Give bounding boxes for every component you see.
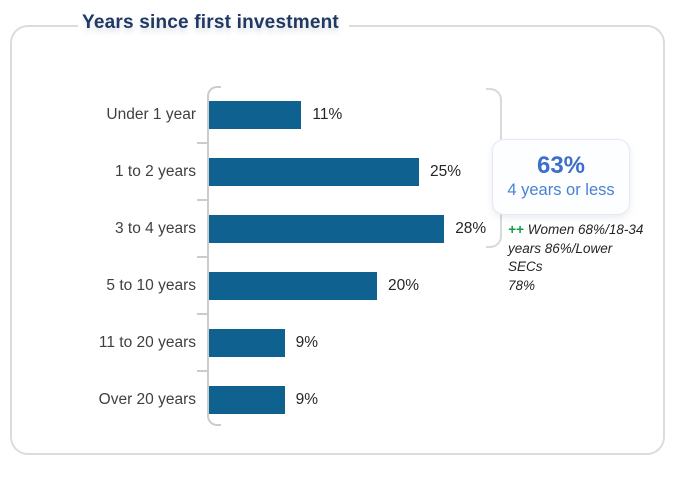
note-line: Women 68%/18-34 <box>527 222 644 237</box>
axis-tick <box>197 199 208 201</box>
bar-row: Under 1 year 11% <box>60 86 490 143</box>
bar-3-to-4-years <box>209 214 445 243</box>
bar-row: 1 to 2 years 25% <box>60 143 490 200</box>
bar-value-label: 11% <box>312 105 343 123</box>
note-plus-plus-marker: ++ <box>508 222 524 237</box>
bar-under-1-year <box>209 100 302 129</box>
bar-row: 3 to 4 years 28% <box>60 200 490 257</box>
category-label: 11 to 20 years <box>98 333 196 351</box>
chart-title: Years since first investment <box>78 12 349 34</box>
bar-row: 11 to 20 years 9% <box>60 314 490 371</box>
callout-headline: 63% <box>536 152 586 180</box>
axis-tick <box>197 313 208 315</box>
callout-subline: 4 years or less <box>507 180 615 199</box>
category-axis-line <box>207 86 221 426</box>
category-label: 5 to 10 years <box>106 276 196 294</box>
axis-tick <box>197 256 208 258</box>
callout-box: 63% 4 years or less <box>492 139 630 215</box>
bar-value-label: 9% <box>295 390 318 408</box>
axis-tick <box>197 142 208 144</box>
bar-row: Over 20 years 9% <box>60 371 490 428</box>
category-label: Over 20 years <box>98 390 196 408</box>
bar-chart: Under 1 year 11% 1 to 2 years 25% 3 to 4… <box>60 86 490 428</box>
bar-over-20-years <box>209 385 285 414</box>
category-label: 3 to 4 years <box>115 219 196 237</box>
bar-5-to-10-years <box>209 271 377 300</box>
note-line: 78% <box>508 277 536 293</box>
bar-value-label: 20% <box>388 276 420 294</box>
bar-row: 5 to 10 years 20% <box>60 257 490 314</box>
axis-tick <box>197 370 208 372</box>
note-line: years 86%/Lower SECs <box>508 240 613 275</box>
bar-value-label: 25% <box>430 162 462 180</box>
demographic-note: ++ Women 68%/18-34 years 86%/Lower SECs 7… <box>508 221 648 296</box>
category-label: 1 to 2 years <box>115 162 196 180</box>
bar-value-label: 28% <box>455 219 487 237</box>
bar-11-to-20-years <box>209 328 285 357</box>
bar-value-label: 9% <box>295 333 318 351</box>
bar-1-to-2-years <box>209 157 419 186</box>
category-label: Under 1 year <box>106 105 196 123</box>
